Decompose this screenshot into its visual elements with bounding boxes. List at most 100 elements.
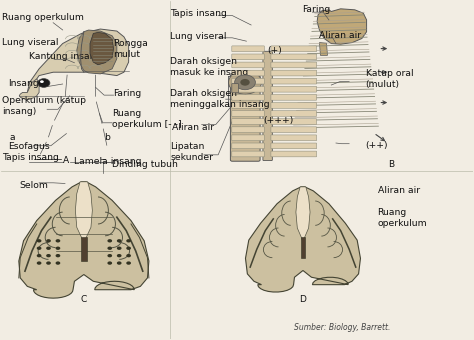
Circle shape — [37, 79, 50, 87]
FancyBboxPatch shape — [232, 135, 264, 141]
FancyBboxPatch shape — [263, 51, 273, 160]
Circle shape — [36, 246, 41, 250]
Text: Lamela insang: Lamela insang — [74, 157, 142, 166]
Circle shape — [55, 239, 60, 242]
Text: Faring: Faring — [302, 5, 330, 14]
Text: D: D — [300, 294, 306, 304]
Text: Aliran air: Aliran air — [172, 123, 214, 132]
Circle shape — [126, 246, 131, 250]
Circle shape — [117, 239, 121, 242]
Circle shape — [40, 80, 44, 83]
FancyBboxPatch shape — [271, 46, 317, 52]
FancyBboxPatch shape — [271, 54, 317, 60]
FancyBboxPatch shape — [271, 70, 317, 76]
FancyBboxPatch shape — [232, 143, 264, 149]
Text: (+++): (+++) — [264, 116, 293, 125]
Polygon shape — [301, 237, 305, 258]
Text: Darah oksigen
meninggalkan insang: Darah oksigen meninggalkan insang — [170, 88, 270, 108]
Circle shape — [55, 254, 60, 257]
Text: b: b — [104, 133, 110, 142]
Text: Sumber: Biology, Barrett.: Sumber: Biology, Barrett. — [293, 323, 390, 332]
Polygon shape — [19, 182, 149, 298]
FancyBboxPatch shape — [232, 54, 264, 60]
FancyBboxPatch shape — [232, 70, 264, 76]
Text: Aliran air: Aliran air — [378, 186, 420, 195]
Polygon shape — [246, 187, 360, 292]
Text: (+): (+) — [268, 46, 283, 55]
Circle shape — [126, 261, 131, 265]
Text: Lung viseral: Lung viseral — [2, 38, 59, 47]
FancyBboxPatch shape — [271, 135, 317, 141]
Circle shape — [235, 75, 255, 90]
Text: Darah oksigen
masuk ke insang: Darah oksigen masuk ke insang — [170, 57, 248, 77]
Text: Ruang
operkulum [- -]: Ruang operkulum [- -] — [112, 109, 182, 129]
Text: Tapis insang: Tapis insang — [170, 8, 227, 18]
Text: Esofagus: Esofagus — [9, 142, 50, 151]
FancyBboxPatch shape — [271, 151, 317, 157]
FancyBboxPatch shape — [232, 110, 264, 116]
Text: C: C — [81, 294, 87, 304]
Circle shape — [46, 246, 51, 250]
Text: Selom: Selom — [19, 181, 48, 189]
Polygon shape — [77, 30, 117, 74]
FancyBboxPatch shape — [271, 119, 317, 124]
Text: Insang: Insang — [9, 79, 39, 88]
Circle shape — [55, 261, 60, 265]
Text: Rongga
mulut: Rongga mulut — [114, 39, 148, 60]
Circle shape — [108, 254, 112, 257]
Polygon shape — [317, 9, 366, 44]
Text: Ruang operkulum: Ruang operkulum — [2, 13, 84, 22]
Polygon shape — [27, 29, 128, 92]
FancyBboxPatch shape — [232, 127, 264, 133]
Text: Ruang
operkulum: Ruang operkulum — [377, 207, 427, 228]
Circle shape — [228, 70, 262, 94]
FancyBboxPatch shape — [271, 127, 317, 133]
Text: Lipatan
sekunder: Lipatan sekunder — [170, 142, 213, 162]
Circle shape — [117, 254, 121, 257]
Circle shape — [46, 254, 51, 257]
Circle shape — [55, 246, 60, 250]
FancyBboxPatch shape — [271, 86, 317, 92]
Circle shape — [108, 246, 112, 250]
FancyBboxPatch shape — [271, 95, 317, 100]
Circle shape — [36, 254, 41, 257]
Circle shape — [108, 261, 112, 265]
Text: (++): (++) — [365, 141, 388, 150]
Polygon shape — [319, 42, 328, 55]
Circle shape — [126, 239, 131, 242]
Circle shape — [108, 239, 112, 242]
Text: Katup oral
(mulut): Katup oral (mulut) — [365, 69, 413, 89]
Text: A: A — [63, 156, 69, 165]
Circle shape — [36, 239, 41, 242]
Text: Aliran air: Aliran air — [319, 32, 361, 40]
Circle shape — [46, 261, 51, 265]
FancyBboxPatch shape — [232, 95, 264, 100]
Text: a: a — [10, 133, 16, 142]
Text: B: B — [388, 159, 394, 169]
Polygon shape — [296, 187, 310, 242]
Circle shape — [117, 261, 121, 265]
Circle shape — [117, 246, 121, 250]
FancyBboxPatch shape — [232, 46, 264, 52]
Circle shape — [46, 239, 51, 242]
Text: Lung viseral: Lung viseral — [170, 32, 227, 41]
Polygon shape — [75, 182, 92, 244]
Circle shape — [126, 254, 131, 257]
FancyBboxPatch shape — [232, 78, 264, 84]
FancyBboxPatch shape — [271, 103, 317, 108]
FancyBboxPatch shape — [232, 151, 264, 157]
FancyBboxPatch shape — [271, 62, 317, 68]
FancyBboxPatch shape — [232, 86, 264, 92]
Polygon shape — [81, 237, 87, 261]
FancyBboxPatch shape — [230, 74, 260, 161]
Text: Tapis insang: Tapis insang — [2, 153, 59, 162]
Polygon shape — [90, 32, 114, 65]
FancyBboxPatch shape — [271, 78, 317, 84]
Text: Kantung insang: Kantung insang — [29, 52, 101, 61]
Text: Operkulum (katup
insang): Operkulum (katup insang) — [2, 96, 86, 116]
FancyBboxPatch shape — [271, 110, 317, 116]
FancyBboxPatch shape — [271, 143, 317, 149]
Polygon shape — [19, 79, 39, 99]
FancyBboxPatch shape — [232, 84, 238, 93]
Text: Dinding tubuh: Dinding tubuh — [112, 160, 178, 169]
